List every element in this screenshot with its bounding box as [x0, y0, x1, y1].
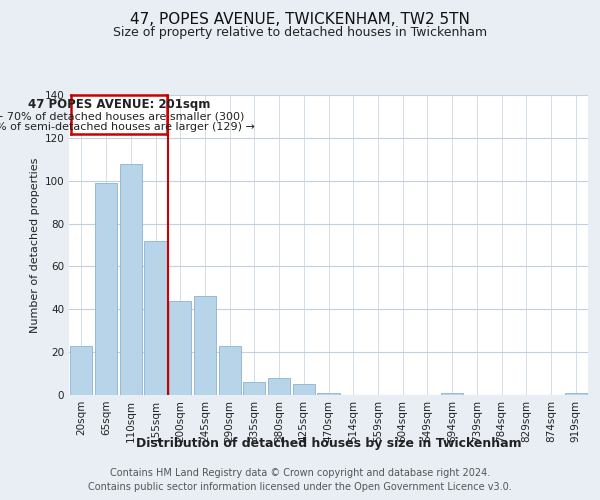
Text: ← 70% of detached houses are smaller (300): ← 70% of detached houses are smaller (30… — [0, 111, 244, 121]
Text: 47, POPES AVENUE, TWICKENHAM, TW2 5TN: 47, POPES AVENUE, TWICKENHAM, TW2 5TN — [130, 12, 470, 28]
Bar — [145, 240, 167, 395]
Bar — [243, 382, 265, 395]
Bar — [565, 393, 587, 395]
Y-axis label: Number of detached properties: Number of detached properties — [30, 158, 40, 332]
Text: Distribution of detached houses by size in Twickenham: Distribution of detached houses by size … — [136, 438, 521, 450]
Bar — [119, 164, 142, 395]
Text: Size of property relative to detached houses in Twickenham: Size of property relative to detached ho… — [113, 26, 487, 39]
Bar — [317, 393, 340, 395]
Bar — [293, 384, 315, 395]
Bar — [70, 346, 92, 395]
Text: Contains HM Land Registry data © Crown copyright and database right 2024.: Contains HM Land Registry data © Crown c… — [110, 468, 490, 478]
Text: Contains public sector information licensed under the Open Government Licence v3: Contains public sector information licen… — [88, 482, 512, 492]
Text: 30% of semi-detached houses are larger (129) →: 30% of semi-detached houses are larger (… — [0, 122, 255, 132]
Text: 47 POPES AVENUE: 201sqm: 47 POPES AVENUE: 201sqm — [28, 98, 210, 111]
Bar — [218, 346, 241, 395]
Bar — [441, 393, 463, 395]
Bar — [95, 183, 117, 395]
Bar — [169, 300, 191, 395]
Bar — [268, 378, 290, 395]
Bar — [194, 296, 216, 395]
